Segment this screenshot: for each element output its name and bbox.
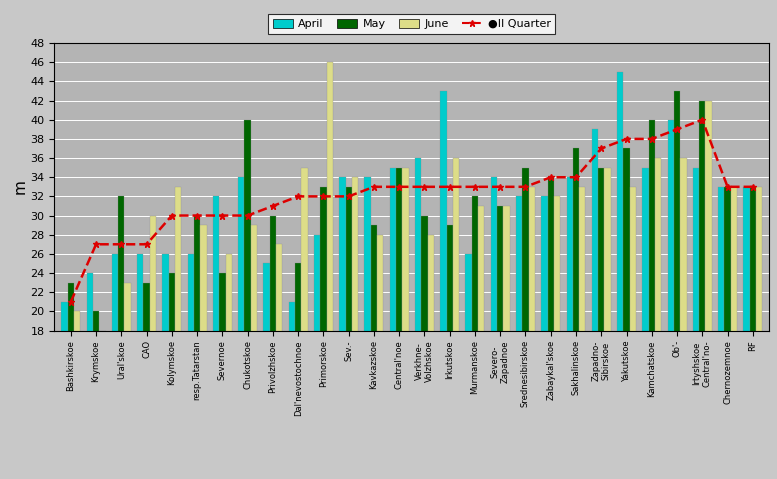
Bar xyxy=(605,168,611,479)
Bar xyxy=(377,235,383,479)
Bar xyxy=(667,120,674,479)
Bar xyxy=(364,177,371,479)
Bar xyxy=(200,225,207,479)
Bar xyxy=(251,225,257,479)
Bar xyxy=(213,196,219,479)
Bar xyxy=(314,235,320,479)
Bar xyxy=(239,177,245,479)
Bar xyxy=(352,177,358,479)
Bar xyxy=(289,302,295,479)
Bar xyxy=(263,263,270,479)
Bar xyxy=(340,177,346,479)
Bar xyxy=(169,273,175,479)
Bar xyxy=(528,187,535,479)
Bar xyxy=(503,206,510,479)
Bar xyxy=(390,168,396,479)
Bar xyxy=(718,187,724,479)
Bar xyxy=(579,187,585,479)
Bar xyxy=(93,311,99,479)
Bar xyxy=(245,120,251,479)
Bar xyxy=(150,216,156,479)
Bar xyxy=(124,283,131,479)
Legend: April, May, June, ●II Quarter: April, May, June, ●II Quarter xyxy=(268,14,556,34)
Bar xyxy=(744,187,750,479)
Bar xyxy=(225,254,232,479)
Bar xyxy=(465,254,472,479)
Bar xyxy=(219,273,225,479)
Bar xyxy=(421,216,427,479)
Bar xyxy=(649,120,655,479)
Bar xyxy=(301,168,308,479)
Bar xyxy=(371,225,377,479)
Bar xyxy=(472,196,478,479)
Bar xyxy=(643,168,649,479)
Bar xyxy=(522,168,528,479)
Bar xyxy=(326,62,333,479)
Bar xyxy=(276,244,282,479)
Bar xyxy=(566,177,573,479)
Bar xyxy=(86,273,93,479)
Bar xyxy=(415,158,421,479)
Bar xyxy=(598,168,605,479)
Bar xyxy=(497,206,503,479)
Bar xyxy=(750,187,756,479)
Bar xyxy=(270,216,276,479)
Bar xyxy=(478,206,484,479)
Bar xyxy=(724,187,730,479)
Bar xyxy=(554,196,560,479)
Bar xyxy=(699,101,706,479)
Bar xyxy=(162,254,169,479)
Bar xyxy=(396,168,402,479)
Bar xyxy=(447,225,453,479)
Bar xyxy=(320,187,326,479)
Bar xyxy=(144,283,150,479)
Bar xyxy=(118,196,124,479)
Bar xyxy=(427,235,434,479)
Bar xyxy=(548,177,554,479)
Bar xyxy=(629,187,636,479)
Y-axis label: m: m xyxy=(12,179,28,194)
Bar xyxy=(346,187,352,479)
Bar xyxy=(680,158,687,479)
Bar xyxy=(516,196,522,479)
Bar xyxy=(573,148,579,479)
Bar xyxy=(194,216,200,479)
Bar xyxy=(61,302,68,479)
Bar xyxy=(693,168,699,479)
Bar xyxy=(295,263,301,479)
Bar xyxy=(491,177,497,479)
Bar xyxy=(99,331,106,479)
Bar xyxy=(756,187,762,479)
Bar xyxy=(137,254,144,479)
Bar xyxy=(730,187,737,479)
Bar xyxy=(674,91,680,479)
Bar xyxy=(617,72,623,479)
Bar xyxy=(706,101,712,479)
Bar xyxy=(655,158,661,479)
Bar xyxy=(441,91,447,479)
Bar xyxy=(623,148,629,479)
Bar xyxy=(68,283,74,479)
Bar xyxy=(74,311,80,479)
Bar xyxy=(112,254,118,479)
Bar xyxy=(542,196,548,479)
Bar xyxy=(175,187,181,479)
Bar xyxy=(187,254,194,479)
Bar xyxy=(453,158,459,479)
Bar xyxy=(592,129,598,479)
Bar xyxy=(402,168,409,479)
